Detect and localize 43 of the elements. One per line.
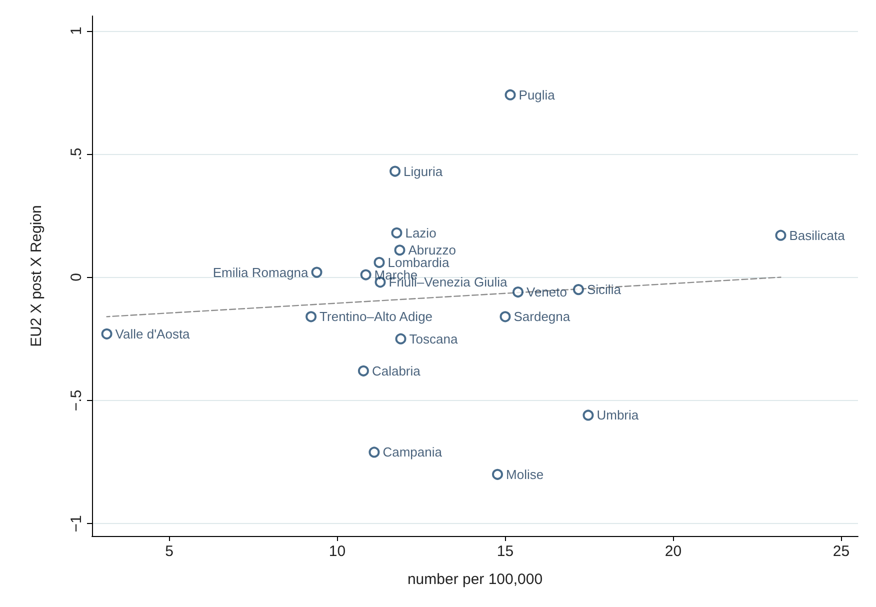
y-tick-label: 1 [68,26,85,35]
point [311,266,322,278]
point [391,227,402,238]
point [500,311,511,322]
annotation: Puglia [518,87,556,102]
annotation: Umbria [596,408,640,423]
annotation: Molise [506,466,544,482]
annotation: Calabria [372,363,422,378]
point [368,446,380,458]
point [512,286,524,298]
point [374,256,385,268]
x-tick-label: 5 [165,543,174,560]
point [306,311,317,322]
annotation: Lazio [405,225,436,240]
y-axis-title: EU2 X post X Region [28,205,45,347]
annotation: Liguria [404,164,444,179]
x-tick-label: 20 [664,543,682,560]
annotation: Campania [382,444,443,460]
point [360,269,372,280]
annotation: Toscana [409,331,458,346]
y-tick-label: −.5 [68,390,85,412]
point [358,365,369,376]
x-tick-label: 10 [328,543,346,560]
annotation: Trentino–Alto Adige [320,309,433,324]
x-tick-label: 25 [832,543,850,560]
annotation: Basilicata [789,228,846,243]
point [572,284,584,296]
x-tick-label: 15 [496,543,514,560]
point [775,230,786,241]
point [390,166,401,177]
point [395,333,406,344]
y-tick-label: 0 [68,273,85,282]
y-tick-label: −1 [68,515,85,532]
point [582,410,594,421]
annotation: Sardegna [514,309,571,324]
point [492,468,504,480]
point [101,328,112,340]
x-axis-title: number per 100,000 [407,571,543,588]
annotation: Valle d'Aosta [115,326,191,342]
point [394,244,406,256]
point [504,89,516,100]
annotation: Emilia Romagna [212,264,310,280]
y-tick-label: .5 [68,148,85,160]
